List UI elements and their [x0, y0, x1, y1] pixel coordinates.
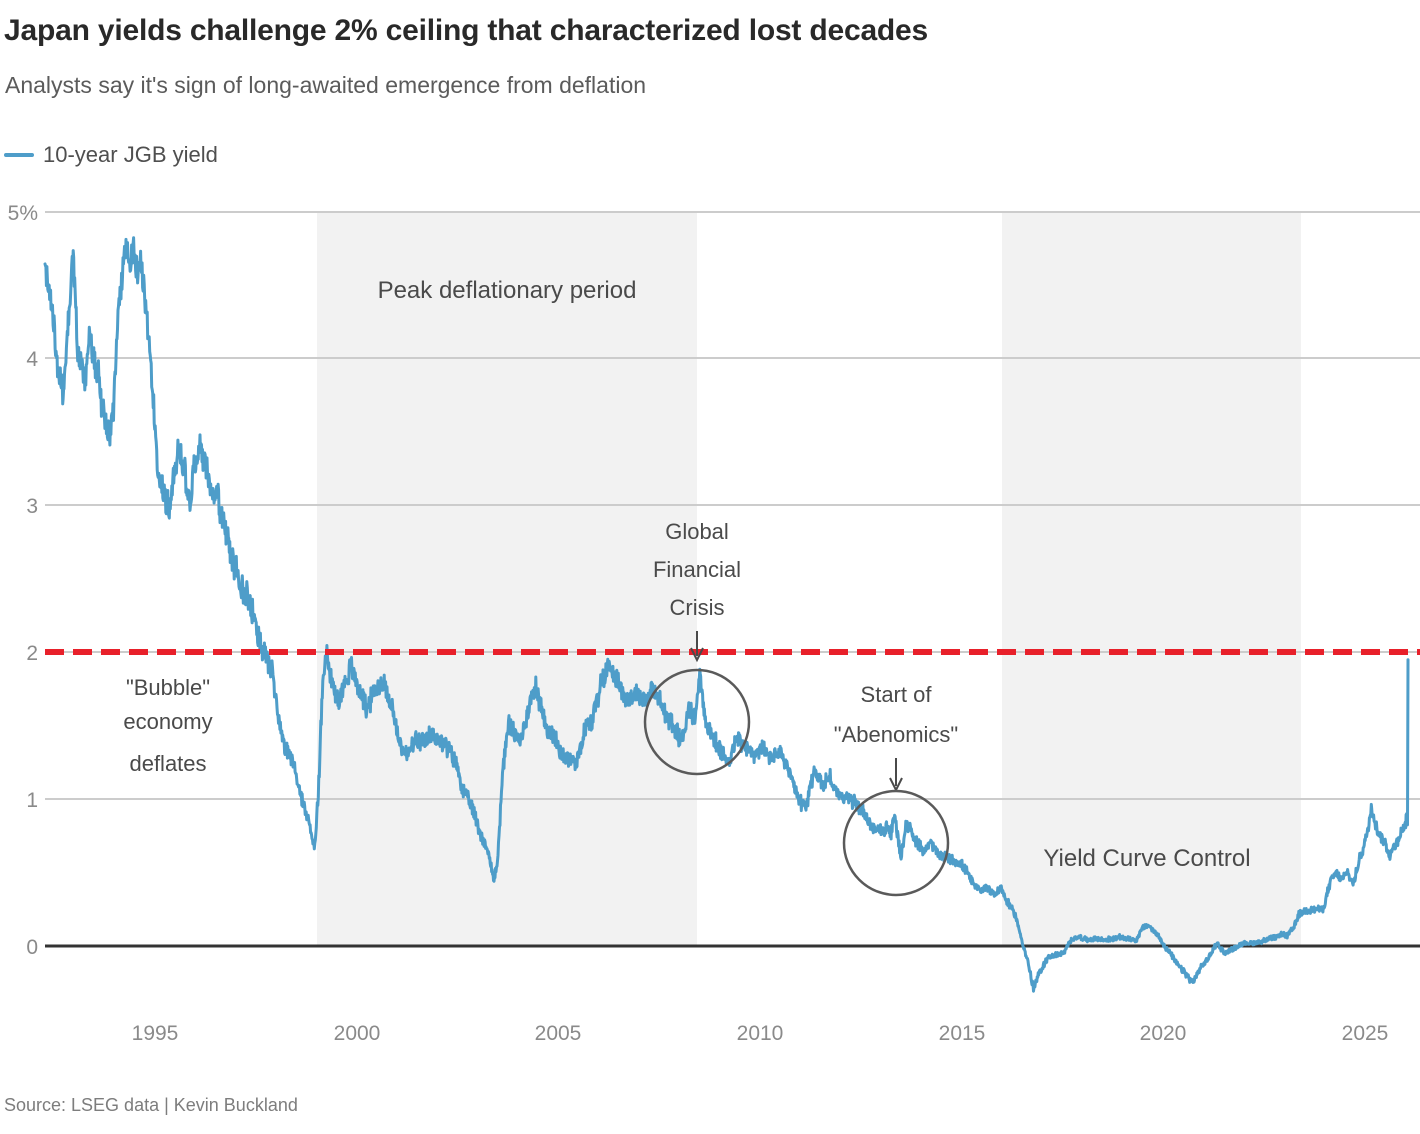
- y-axis-labels: 5% 4 3 2 1 0: [8, 202, 39, 959]
- annotation-abenomics-line-2: "Abenomics": [834, 722, 958, 747]
- band-yield-curve-control: [1002, 212, 1301, 946]
- annotation-gfc-line-2: Financial: [653, 557, 741, 582]
- annotation-gfc-line-1: Global: [665, 519, 729, 544]
- annotation-ycc-label: Yield Curve Control: [1043, 845, 1250, 872]
- source-caption: Source: LSEG data | Kevin Buckland: [4, 1095, 298, 1115]
- plot-area: 5% 4 3 2 1 0 "Bubble" economy deflates P…: [8, 202, 1420, 993]
- annotation-peak-deflationary-period: Peak deflationary period: [378, 277, 637, 304]
- y-tick-label-2: 2: [26, 642, 38, 665]
- annotation-global-financial-crisis: Global Financial Crisis: [643, 519, 751, 776]
- x-tick-label-1995: 1995: [131, 1022, 179, 1045]
- y-tick-label-0: 0: [26, 936, 38, 959]
- x-tick-label-2025: 2025: [1341, 1022, 1389, 1045]
- annotation-gfc-line-3: Crisis: [670, 595, 725, 620]
- x-tick-label-2000: 2000: [333, 1022, 381, 1045]
- annotation-gfc-arrow-head: [690, 647, 704, 663]
- annotation-abenomics-line-1: Start of: [861, 682, 933, 707]
- y-tick-label-1: 1: [26, 789, 38, 812]
- annotation-bubble-line-1: "Bubble": [126, 675, 210, 700]
- chart-legend: 10-year JGB yield: [4, 140, 218, 170]
- page-title: Japan yields challenge 2% ceiling that c…: [4, 14, 929, 47]
- annotation-yield-curve-control: Yield Curve Control: [1043, 845, 1250, 872]
- y-tick-label-3: 3: [26, 495, 38, 518]
- annotation-start-of-abenomics: Start of "Abenomics": [834, 682, 958, 897]
- band-peak-deflation: [317, 212, 697, 946]
- y-tick-label-4: 4: [26, 348, 38, 371]
- y-tick-label-5: 5%: [8, 202, 38, 225]
- shaded-bands: [317, 212, 1301, 946]
- annotation-peak-deflation-label: Peak deflationary period: [378, 277, 637, 304]
- x-tick-label-2010: 2010: [736, 1022, 784, 1045]
- annotation-bubble-economy: "Bubble" economy deflates: [123, 675, 212, 776]
- page-subtitle: Analysts say it's sign of long-awaited e…: [5, 72, 647, 98]
- legend-line-swatch: [4, 153, 34, 157]
- x-tick-label-2020: 2020: [1139, 1022, 1187, 1045]
- x-axis: 1995 2000 2005 2010 2015 2020 2025: [0, 1022, 1420, 1056]
- x-tick-label-2015: 2015: [938, 1022, 986, 1045]
- annotation-bubble-line-2: economy: [123, 709, 212, 734]
- x-tick-label-2005: 2005: [534, 1022, 582, 1045]
- legend-item-label: 10-year JGB yield: [43, 142, 218, 167]
- annotation-abenomics-circle: [842, 789, 950, 897]
- annotation-gfc-circle: [643, 668, 751, 776]
- annotation-bubble-line-3: deflates: [129, 751, 206, 776]
